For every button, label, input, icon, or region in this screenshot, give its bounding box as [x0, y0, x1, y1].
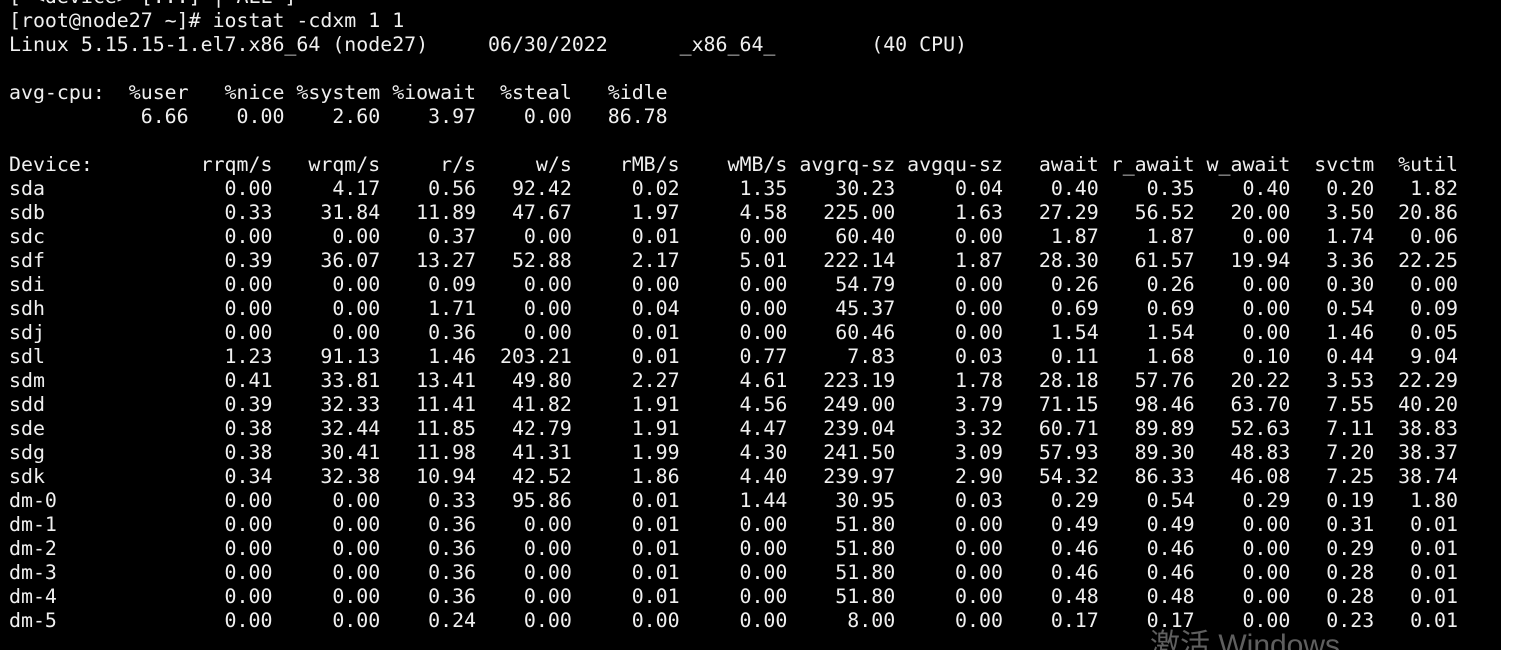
device-row-sdj: sdj 0.00 0.00 0.36 0.00 0.01 0.00 60.46 …: [9, 321, 1458, 344]
device-row-sdc: sdc 0.00 0.00 0.37 0.00 0.01 0.00 60.40 …: [9, 225, 1458, 248]
cpu-header-line: avg-cpu: %user %nice %system %iowait %st…: [9, 81, 668, 104]
device-row-sdd: sdd 0.39 32.33 11.41 41.82 1.91 4.56 249…: [9, 393, 1458, 416]
cpu-values-line: 6.66 0.00 2.60 3.97 0.00 86.78: [9, 105, 668, 128]
device-row-dm-3: dm-3 0.00 0.00 0.36 0.00 0.01 0.00 51.80…: [9, 561, 1458, 584]
device-header-line: Device: rrqm/s wrqm/s r/s w/s rMB/s wMB/…: [9, 153, 1458, 176]
device-row-sdl: sdl 1.23 91.13 1.46 203.21 0.01 0.77 7.8…: [9, 345, 1458, 368]
device-row-sda: sda 0.00 4.17 0.56 92.42 0.02 1.35 30.23…: [9, 177, 1458, 200]
blank-line: [9, 129, 1458, 153]
device-row-sdm: sdm 0.41 33.81 13.41 49.80 2.27 4.61 223…: [9, 369, 1458, 392]
command-line: [root@node27 ~]# iostat -cdxm 1 1: [9, 9, 405, 32]
device-row-dm-1: dm-1 0.00 0.00 0.36 0.00 0.01 0.00 51.80…: [9, 513, 1458, 536]
device-row-sdh: sdh 0.00 0.00 1.71 0.00 0.04 0.00 45.37 …: [9, 297, 1458, 320]
system-info-line: Linux 5.15.15-1.el7.x86_64 (node27) 06/3…: [9, 33, 968, 56]
terminal-output: [ <device> [...] | ALL ] [root@node27 ~]…: [9, 0, 1458, 633]
device-row-sde: sde 0.38 32.44 11.85 42.79 1.91 4.47 239…: [9, 417, 1458, 440]
device-row-sdf: sdf 0.39 36.07 13.27 52.88 2.17 5.01 222…: [9, 249, 1458, 272]
device-row-sdg: sdg 0.38 30.41 11.98 41.31 1.99 4.30 241…: [9, 441, 1458, 464]
device-row-dm-4: dm-4 0.00 0.00 0.36 0.00 0.01 0.00 51.80…: [9, 585, 1458, 608]
window-border: [1501, 0, 1517, 650]
device-row-sdi: sdi 0.00 0.00 0.09 0.00 0.00 0.00 54.79 …: [9, 273, 1458, 296]
device-row-dm-5: dm-5 0.00 0.00 0.24 0.00 0.00 0.00 8.00 …: [9, 609, 1458, 632]
device-row-dm-2: dm-2 0.00 0.00 0.36 0.00 0.01 0.00 51.80…: [9, 537, 1458, 560]
terminal-line: [ <device> [...] | ALL ]: [9, 0, 1458, 9]
device-row-sdb: sdb 0.33 31.84 11.89 47.67 1.97 4.58 225…: [9, 201, 1458, 224]
device-row-dm-0: dm-0 0.00 0.00 0.33 95.86 0.01 1.44 30.9…: [9, 489, 1458, 512]
blank-line: [9, 57, 1458, 81]
device-row-sdk: sdk 0.34 32.38 10.94 42.52 1.86 4.40 239…: [9, 465, 1458, 488]
